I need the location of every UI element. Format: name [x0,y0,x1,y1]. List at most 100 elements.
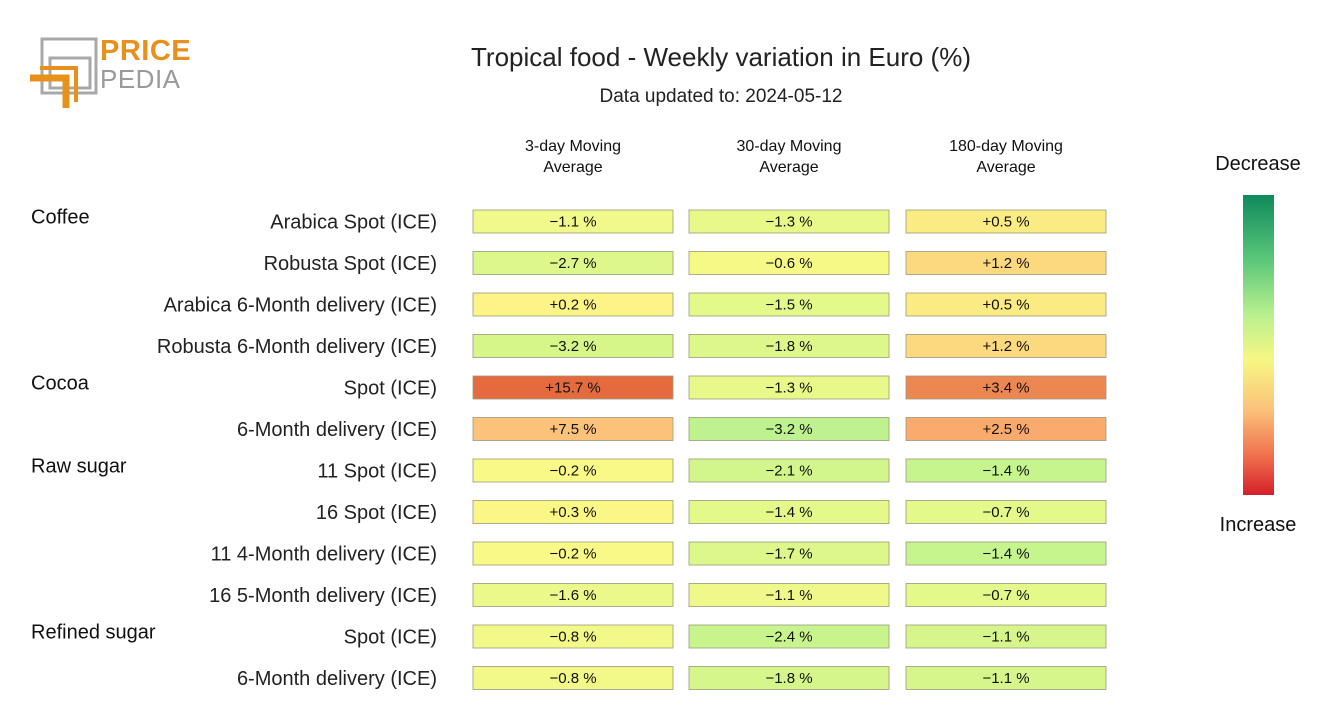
heatmap-cell [472,209,674,234]
cell-value-label: +1.2 % [982,338,1029,355]
cell-value-label: +3.4 % [982,380,1029,397]
heatmap-cell [905,583,1107,607]
heatmap-cell [688,583,890,607]
row-label: Arabica 6-Month delivery (ICE) [164,295,437,317]
cell-value-label: −2.1 % [765,463,812,480]
cell-value-label: −1.3 % [765,380,812,397]
cell-value-label: −1.6 % [549,587,596,604]
cell-value-label: −0.6 % [765,255,812,272]
cell-value-label: −3.2 % [549,338,596,355]
cell-value-label: +1.2 % [982,255,1029,272]
column-header: Average [543,159,602,176]
cell-value-label: +2.5 % [982,421,1029,438]
cell-value-label: +7.5 % [549,421,596,438]
heatmap-cell [472,666,674,690]
heatmap-cell [472,334,674,358]
heatmap-cell [688,209,890,234]
heatmap-cell [905,209,1107,234]
heatmap-cell [905,251,1107,275]
heatmap-cell [905,292,1107,317]
heatmap-cell [905,458,1107,483]
cell-value-label: −0.7 % [982,587,1029,604]
heatmap-cell [688,251,890,275]
heatmap-cell [472,541,674,566]
group-label: Refined sugar [31,622,156,644]
cell-value-label: +15.7 % [545,380,600,397]
cell-value-label: −1.8 % [765,338,812,355]
chart-subtitle: Data updated to: 2024-05-12 [599,86,843,107]
cell-value-label: −2.4 % [765,629,812,646]
heatmap-cell [905,541,1107,566]
column-header: Average [759,159,818,176]
heatmap-cell [905,624,1107,649]
cell-value-label: −1.4 % [982,546,1029,563]
heatmap: 3-day Moving Average 30-day Moving Average 1… [31,138,1107,690]
cell-value-label: −1.1 % [982,670,1029,687]
legend-decrease-label: Decrease [1215,153,1301,175]
column-header: Average [976,159,1035,176]
heatmap-cell [688,292,890,317]
cell-value-label: −1.5 % [765,297,812,314]
heatmap-cell [472,417,674,441]
row-label: Spot (ICE) [344,627,437,649]
cell-value-label: −0.8 % [549,629,596,646]
heatmap-cell [688,458,890,483]
chart-title: Tropical food - Weekly variation in Euro… [471,42,971,72]
heatmap-cell [472,500,674,524]
cell-value-label: −3.2 % [765,421,812,438]
heatmap-cell [472,583,674,607]
cell-value-label: −0.7 % [982,504,1029,521]
group-label: Cocoa [31,373,90,395]
heatmap-cell [472,375,674,400]
heatmap-cell [688,417,890,441]
heatmap-cell [472,292,674,317]
heatmap-cell [905,417,1107,441]
heatmap-cell [905,500,1107,524]
cell-value-label: −1.1 % [549,214,596,231]
heatmap-cell [905,375,1107,400]
cell-value-label: −0.8 % [549,670,596,687]
row-label: Arabica Spot (ICE) [270,212,437,234]
row-label: 11 Spot (ICE) [317,461,437,483]
row-label: 16 5-Month delivery (ICE) [209,585,437,607]
pricepedia-logo: PRICE PEDIA [28,35,192,108]
cell-value-label: −1.4 % [982,463,1029,480]
column-header: 30-day Moving [737,138,842,155]
cell-value-label: −1.7 % [765,546,812,563]
column-header: 3-day Moving [525,138,621,155]
cell-value-label: +0.5 % [982,297,1029,314]
heatmap-cell [688,375,890,400]
cell-value-label: −0.2 % [549,546,596,563]
row-label: Robusta Spot (ICE) [264,253,437,275]
cell-value-label: +0.5 % [982,214,1029,231]
column-header: 180-day Moving [949,138,1063,155]
heatmap-cell [688,500,890,524]
heatmap-cell [905,666,1107,690]
row-label: 11 4-Month delivery (ICE) [211,544,437,566]
cell-value-label: +0.3 % [549,504,596,521]
cell-value-label: −1.3 % [765,214,812,231]
row-label: 6-Month delivery (ICE) [237,419,437,441]
row-label: Robusta 6-Month delivery (ICE) [157,336,437,358]
heatmap-cell [688,624,890,649]
legend-color-scale [1243,195,1274,495]
logo-text-pedia: PEDIA [100,64,181,94]
cell-value-label: −1.4 % [765,504,812,521]
legend-increase-label: Increase [1219,514,1297,536]
heatmap-cell [905,334,1107,358]
heatmap-cell [472,458,674,483]
logo-text-price: PRICE [100,35,192,67]
cell-value-label: −1.1 % [765,587,812,604]
cell-value-label: −1.8 % [765,670,812,687]
cell-value-label: −1.1 % [982,629,1029,646]
cell-value-label: −0.2 % [549,463,596,480]
group-label: Coffee [31,207,90,229]
cell-value-label: +0.2 % [549,297,596,314]
heatmap-cell [688,334,890,358]
heatmap-cell [472,624,674,649]
row-label: Spot (ICE) [344,378,437,400]
heatmap-cell [688,541,890,566]
heatmap-cell [472,251,674,275]
row-label: 6-Month delivery (ICE) [237,668,437,690]
logo-mark-icon [30,37,98,108]
